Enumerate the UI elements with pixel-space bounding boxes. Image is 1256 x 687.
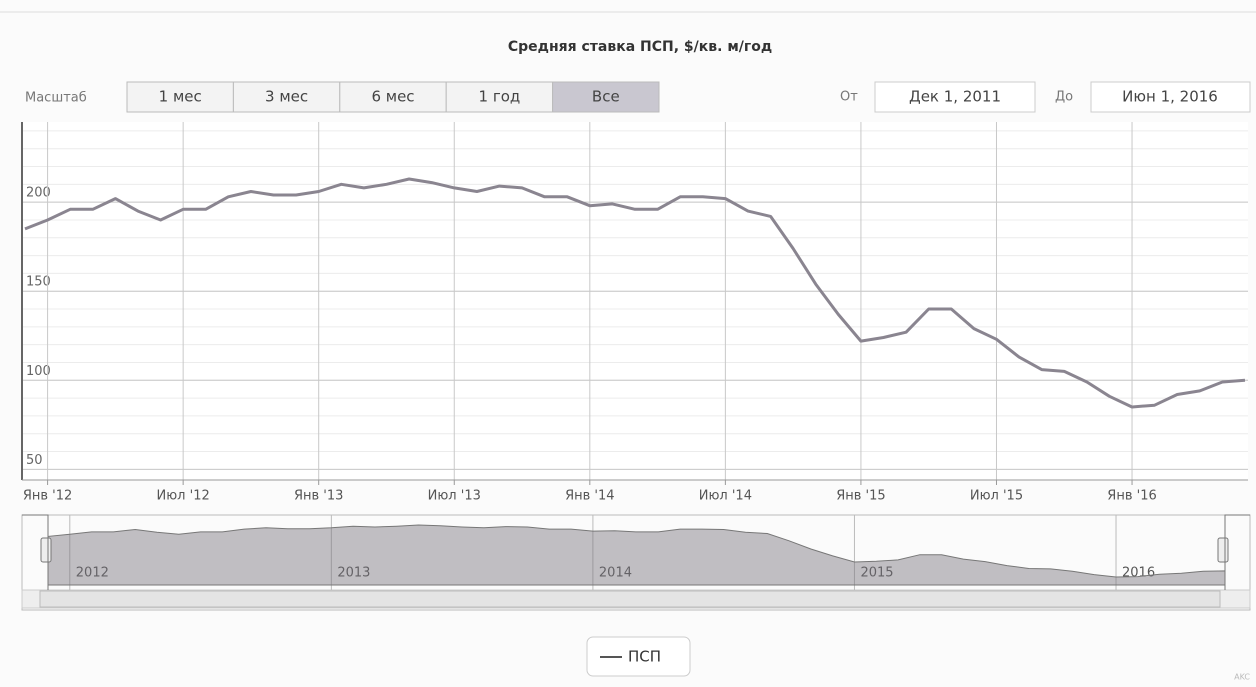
x-tick-label: Июл '12 xyxy=(157,489,210,504)
navigator-label: 2012 xyxy=(76,566,109,581)
x-tick-label: Июл '14 xyxy=(699,489,752,504)
y-tick-label: 50 xyxy=(26,453,43,468)
x-tick-label: Янв '16 xyxy=(1107,489,1156,504)
navigator-frame xyxy=(21,514,1251,611)
y-tick-label: 200 xyxy=(26,186,51,201)
from-value: Дек 1, 2011 xyxy=(909,88,1001,106)
navigator-area xyxy=(47,524,1226,586)
series-line xyxy=(24,177,1246,409)
range-button-label: Все xyxy=(592,88,620,106)
navigator-label: 2015 xyxy=(860,566,893,581)
x-tick-label: Июл '15 xyxy=(970,489,1023,504)
legend-box xyxy=(586,636,691,677)
range-button-label: 1 год xyxy=(479,88,521,106)
range-button[interactable] xyxy=(339,81,447,113)
zoom-label: Масштаб xyxy=(25,91,87,106)
scrollbar-thumb[interactable] xyxy=(39,590,1221,608)
range-button-label: 3 мес xyxy=(265,88,308,106)
range-button[interactable] xyxy=(445,81,554,113)
chart-title: Средняя ставка ПСП, $/кв. м/год xyxy=(508,39,772,55)
range-button-label: 6 мес xyxy=(371,88,414,106)
legend-label[interactable]: ПСП xyxy=(628,648,661,666)
navigator-handle[interactable] xyxy=(1217,537,1229,563)
to-label: До xyxy=(1055,90,1073,105)
plot-area xyxy=(22,122,1248,480)
from-label: От xyxy=(840,90,858,105)
range-button-label: 1 мес xyxy=(159,88,202,106)
x-tick-label: Янв '12 xyxy=(23,489,72,504)
to-input[interactable] xyxy=(1090,81,1251,113)
navigator-label: 2014 xyxy=(599,566,632,581)
navigator-handle[interactable] xyxy=(40,537,52,563)
x-tick-label: Июл '13 xyxy=(428,489,481,504)
x-tick-label: Янв '13 xyxy=(294,489,343,504)
navigator-label: 2013 xyxy=(337,566,370,581)
y-tick-label: 150 xyxy=(26,275,51,290)
y-tick-label: 100 xyxy=(26,364,51,379)
x-tick-label: Янв '15 xyxy=(836,489,885,504)
x-tick-label: Янв '14 xyxy=(565,489,614,504)
to-value: Июн 1, 2016 xyxy=(1122,88,1218,106)
from-input[interactable] xyxy=(874,81,1036,113)
credit: AKC xyxy=(1234,673,1250,682)
range-button[interactable] xyxy=(552,81,660,113)
navigator-outline xyxy=(22,514,1250,590)
